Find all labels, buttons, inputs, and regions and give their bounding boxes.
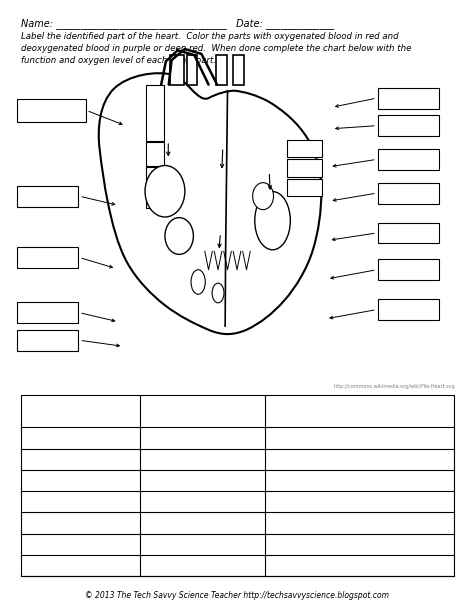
Polygon shape bbox=[146, 142, 164, 166]
Text: Aorta: Aorta bbox=[27, 455, 51, 463]
Text: Left Atrium: Left Atrium bbox=[27, 561, 77, 570]
Polygon shape bbox=[170, 55, 184, 85]
FancyBboxPatch shape bbox=[378, 183, 439, 204]
Text: Pulmonary Artery: Pulmonary Artery bbox=[27, 476, 106, 485]
Polygon shape bbox=[233, 55, 244, 85]
Ellipse shape bbox=[191, 270, 205, 294]
Circle shape bbox=[165, 218, 193, 254]
FancyBboxPatch shape bbox=[378, 88, 439, 109]
Polygon shape bbox=[187, 55, 197, 85]
FancyBboxPatch shape bbox=[378, 223, 439, 243]
FancyBboxPatch shape bbox=[378, 299, 439, 320]
FancyBboxPatch shape bbox=[378, 259, 439, 280]
Text: Pulmonary Vein: Pulmonary Vein bbox=[27, 497, 98, 506]
Polygon shape bbox=[146, 85, 164, 141]
Polygon shape bbox=[146, 188, 164, 208]
FancyBboxPatch shape bbox=[378, 149, 439, 170]
Ellipse shape bbox=[255, 191, 290, 250]
FancyBboxPatch shape bbox=[17, 186, 78, 207]
Text: Function: Function bbox=[340, 407, 379, 416]
Circle shape bbox=[253, 183, 273, 210]
Text: Oxygenated/
Deoxygenated Blood: Oxygenated/ Deoxygenated Blood bbox=[155, 402, 250, 421]
FancyBboxPatch shape bbox=[17, 247, 78, 268]
Polygon shape bbox=[146, 167, 164, 187]
FancyBboxPatch shape bbox=[378, 115, 439, 136]
Polygon shape bbox=[287, 179, 322, 196]
Ellipse shape bbox=[212, 283, 224, 303]
FancyBboxPatch shape bbox=[21, 395, 454, 576]
FancyBboxPatch shape bbox=[17, 302, 78, 323]
Text: Right Atrium: Right Atrium bbox=[27, 519, 84, 528]
Polygon shape bbox=[287, 140, 322, 157]
Text: © 2013 The Tech Savvy Science Teacher http://techsavvyscience.blogspot.com: © 2013 The Tech Savvy Science Teacher ht… bbox=[85, 592, 389, 600]
FancyBboxPatch shape bbox=[17, 330, 78, 351]
Text: Right Ventricle: Right Ventricle bbox=[27, 540, 93, 549]
Text: Name: ___________________________________   Date: ______________: Name: __________________________________… bbox=[21, 18, 335, 29]
Polygon shape bbox=[287, 159, 322, 177]
Polygon shape bbox=[216, 55, 227, 85]
Text: http://commons.wikimedia.org/wiki/File:Heart.svg: http://commons.wikimedia.org/wiki/File:H… bbox=[333, 384, 455, 389]
PathPatch shape bbox=[99, 73, 321, 334]
Circle shape bbox=[145, 166, 185, 217]
Text: Vena cava: Vena cava bbox=[27, 433, 73, 443]
FancyBboxPatch shape bbox=[17, 99, 85, 122]
Text: Label the identified part of the heart.  Color the parts with oxygenated blood i: Label the identified part of the heart. … bbox=[21, 32, 412, 65]
